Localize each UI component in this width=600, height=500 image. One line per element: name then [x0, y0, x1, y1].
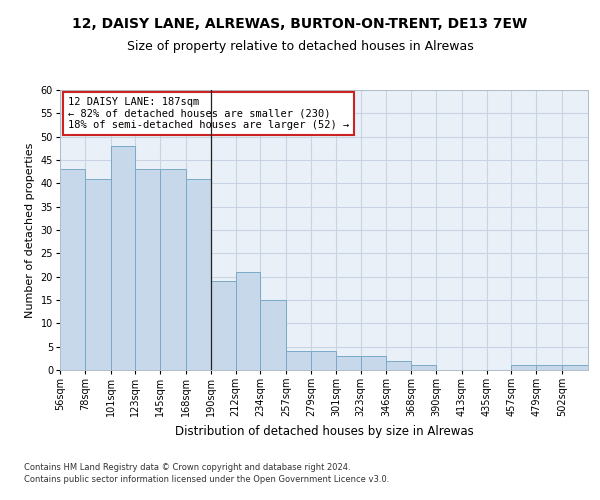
Bar	[211, 282, 236, 370]
Bar	[511, 366, 536, 370]
Bar	[85, 178, 110, 370]
Bar	[110, 146, 136, 370]
Text: Contains public sector information licensed under the Open Government Licence v3: Contains public sector information licen…	[24, 475, 389, 484]
Bar	[236, 272, 260, 370]
X-axis label: Distribution of detached houses by size in Alrewas: Distribution of detached houses by size …	[175, 425, 473, 438]
Text: 12, DAISY LANE, ALREWAS, BURTON-ON-TRENT, DE13 7EW: 12, DAISY LANE, ALREWAS, BURTON-ON-TRENT…	[73, 18, 527, 32]
Bar	[361, 356, 386, 370]
Text: Size of property relative to detached houses in Alrewas: Size of property relative to detached ho…	[127, 40, 473, 53]
Bar	[260, 300, 286, 370]
Bar	[336, 356, 361, 370]
Bar	[536, 366, 562, 370]
Text: Contains HM Land Registry data © Crown copyright and database right 2024.: Contains HM Land Registry data © Crown c…	[24, 464, 350, 472]
Bar	[186, 178, 211, 370]
Bar	[60, 170, 85, 370]
Bar	[411, 366, 436, 370]
Bar	[160, 170, 186, 370]
Bar	[386, 360, 411, 370]
Text: 12 DAISY LANE: 187sqm
← 82% of detached houses are smaller (230)
18% of semi-det: 12 DAISY LANE: 187sqm ← 82% of detached …	[68, 97, 349, 130]
Bar	[286, 352, 311, 370]
Y-axis label: Number of detached properties: Number of detached properties	[25, 142, 35, 318]
Bar	[311, 352, 336, 370]
Bar	[562, 366, 588, 370]
Bar	[136, 170, 160, 370]
